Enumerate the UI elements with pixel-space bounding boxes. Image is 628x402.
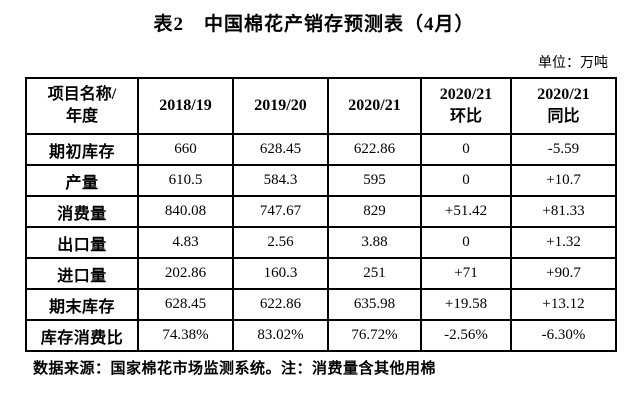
header-row: 项目名称/ 年度 2018/19 2019/20 2020/21 2020/21… bbox=[25, 77, 617, 135]
cell: 584.3 bbox=[232, 164, 329, 197]
row-label: 出口量 bbox=[25, 226, 139, 259]
cell: 660 bbox=[137, 133, 234, 166]
cell: -5.59 bbox=[510, 133, 617, 166]
header-cell-2020-21: 2020/21 bbox=[327, 77, 422, 135]
cell: 3.88 bbox=[327, 226, 422, 259]
table-row: 期末库存 628.45 622.86 635.98 +19.58 +13.12 bbox=[25, 288, 617, 321]
cell: +81.33 bbox=[510, 195, 617, 228]
header-cell-mom: 2020/21 环比 bbox=[420, 77, 512, 135]
table-title: 表2 中国棉花产销存预测表（4月） bbox=[153, 14, 475, 35]
table-row: 消费量 840.08 747.67 829 +51.42 +81.33 bbox=[25, 195, 617, 228]
cell: 202.86 bbox=[137, 257, 234, 290]
header-cell-item-name: 项目名称/ 年度 bbox=[25, 77, 139, 135]
header-text: 同比 bbox=[547, 108, 580, 125]
cell: 74.38% bbox=[137, 319, 234, 352]
cell: 83.02% bbox=[232, 319, 329, 352]
cell: 622.86 bbox=[232, 288, 329, 321]
cell: 829 bbox=[327, 195, 422, 228]
cell: 610.5 bbox=[137, 164, 234, 197]
cell: +71 bbox=[420, 257, 512, 290]
row-label: 库存消费比 bbox=[25, 319, 139, 352]
header-cell-yoy: 2020/21 同比 bbox=[510, 77, 617, 135]
header-cell-2018-19: 2018/19 bbox=[137, 77, 234, 135]
table-row: 库存消费比 74.38% 83.02% 76.72% -2.56% -6.30% bbox=[25, 319, 617, 352]
header-text: 环比 bbox=[449, 108, 482, 125]
cell: 0 bbox=[420, 133, 512, 166]
cell: 2.56 bbox=[232, 226, 329, 259]
cell: 595 bbox=[327, 164, 422, 197]
header-text: 2019/20 bbox=[254, 96, 307, 114]
header-text: 2020/21 bbox=[348, 96, 401, 114]
header-text: 项目名称/ bbox=[47, 85, 117, 103]
cell: +90.7 bbox=[510, 257, 617, 290]
cell: 0 bbox=[420, 226, 512, 259]
unit-label: 单位：万吨 bbox=[538, 56, 608, 71]
row-label: 消费量 bbox=[25, 195, 139, 228]
source-footnote: 数据来源：国家棉花市场监测系统。注：消费量含其他用棉 bbox=[33, 361, 437, 377]
cell: 160.3 bbox=[232, 257, 329, 290]
table-row: 产量 610.5 584.3 595 0 +10.7 bbox=[25, 164, 617, 197]
cell: 622.86 bbox=[327, 133, 422, 166]
cell: 4.83 bbox=[137, 226, 234, 259]
header-text: 年度 bbox=[65, 108, 98, 125]
cell: 747.67 bbox=[232, 195, 329, 228]
cell: +10.7 bbox=[510, 164, 617, 197]
row-label: 期末库存 bbox=[25, 288, 139, 321]
table-row: 出口量 4.83 2.56 3.88 0 +1.32 bbox=[25, 226, 617, 259]
row-label: 进口量 bbox=[25, 257, 139, 290]
cell: -6.30% bbox=[510, 319, 617, 352]
cell: -2.56% bbox=[420, 319, 512, 352]
forecast-table: 项目名称/ 年度 2018/19 2019/20 2020/21 2020/21… bbox=[25, 77, 617, 352]
cell: 0 bbox=[420, 164, 512, 197]
cell: 840.08 bbox=[137, 195, 234, 228]
row-label: 产量 bbox=[25, 164, 139, 197]
header-text: 2018/19 bbox=[159, 96, 212, 114]
table-row: 进口量 202.86 160.3 251 +71 +90.7 bbox=[25, 257, 617, 290]
cell: 76.72% bbox=[327, 319, 422, 352]
header-cell-2019-20: 2019/20 bbox=[232, 77, 329, 135]
table-row: 期初库存 660 628.45 622.86 0 -5.59 bbox=[25, 133, 617, 166]
cell: +51.42 bbox=[420, 195, 512, 228]
header-text: 2020/21 bbox=[439, 85, 493, 103]
cell: 635.98 bbox=[327, 288, 422, 321]
cell: 251 bbox=[327, 257, 422, 290]
cell: 628.45 bbox=[232, 133, 329, 166]
cell: +13.12 bbox=[510, 288, 617, 321]
cell: +1.32 bbox=[510, 226, 617, 259]
cell: +19.58 bbox=[420, 288, 512, 321]
header-text: 2020/21 bbox=[537, 85, 590, 103]
cell: 628.45 bbox=[137, 288, 234, 321]
row-label: 期初库存 bbox=[25, 133, 139, 166]
